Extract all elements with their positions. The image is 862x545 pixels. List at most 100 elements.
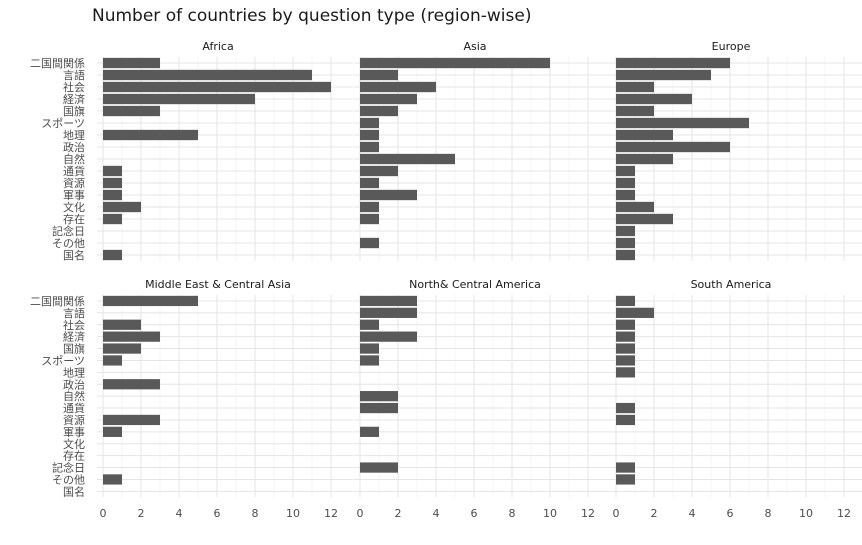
x-tick-label: 12 — [837, 507, 851, 520]
bar — [103, 105, 160, 117]
y-tick-label: 社会 — [63, 318, 85, 332]
bar — [360, 343, 379, 354]
bar — [360, 462, 398, 473]
bar — [616, 213, 673, 225]
x-tick-label: 10 — [543, 507, 557, 520]
y-tick-label: 経済 — [63, 92, 85, 106]
bar — [360, 355, 379, 366]
x-tick-label: 8 — [252, 507, 259, 520]
x-tick-label: 12 — [324, 507, 338, 520]
bar — [616, 331, 635, 342]
bar — [103, 249, 122, 261]
bar — [103, 165, 122, 177]
chart-title: Number of countries by question type (re… — [92, 6, 532, 26]
bar — [103, 177, 122, 189]
bar — [616, 141, 730, 153]
bar — [616, 402, 635, 414]
y-tick-label: 存在 — [63, 449, 85, 463]
bar — [360, 319, 379, 330]
y-tick-label: 存在 — [63, 212, 85, 226]
y-tick-label: 社会 — [63, 80, 85, 94]
bar — [616, 81, 654, 93]
bar — [103, 189, 122, 201]
x-tick-label: 2 — [651, 507, 658, 520]
bar — [103, 331, 160, 342]
bar — [103, 69, 312, 81]
y-tick-label: 資源 — [63, 176, 85, 190]
bar — [616, 343, 635, 354]
bar — [360, 391, 398, 402]
bar — [616, 237, 635, 249]
facet-label: Asia — [463, 40, 486, 53]
bar — [103, 81, 331, 93]
bar — [616, 129, 673, 141]
y-tick-label: 資源 — [63, 413, 85, 427]
x-tick-label: 10 — [286, 507, 300, 520]
bar — [616, 474, 635, 485]
x-tick-label: 6 — [471, 507, 478, 520]
bar — [103, 319, 141, 330]
y-tick-label: 地理 — [63, 129, 85, 142]
bar — [103, 474, 122, 485]
y-tick-label: 政治 — [63, 140, 85, 154]
bar — [360, 141, 379, 153]
bar — [103, 414, 160, 426]
bar — [616, 225, 635, 237]
bar — [360, 105, 398, 117]
x-tick-label: 0 — [357, 507, 364, 520]
y-tick-label: 政治 — [63, 377, 85, 391]
bar — [103, 355, 122, 366]
y-tick-label: 二国間関係 — [30, 295, 85, 308]
y-tick-label: その他 — [52, 237, 85, 250]
bar — [616, 295, 635, 307]
bar — [616, 414, 635, 426]
bar — [103, 201, 141, 213]
x-tick-label: 8 — [765, 507, 772, 520]
y-tick-label: 国名 — [63, 484, 85, 498]
bar — [360, 402, 398, 414]
x-tick-label: 4 — [689, 507, 696, 520]
bar — [616, 57, 730, 69]
bar — [360, 69, 398, 81]
bar — [360, 307, 417, 318]
bar — [360, 189, 417, 201]
y-tick-label: 軍事 — [63, 189, 85, 202]
bar — [360, 57, 550, 69]
x-tick-label: 6 — [214, 507, 221, 520]
y-tick-label: スポーツ — [41, 117, 85, 130]
bar — [616, 93, 692, 105]
bar — [103, 93, 255, 105]
y-tick-label: 記念日 — [52, 461, 85, 475]
bar — [360, 117, 379, 129]
bar — [103, 129, 198, 141]
facet-label: Europe — [712, 40, 751, 53]
facet-label: South America — [691, 278, 772, 291]
y-tick-label: 国旗 — [63, 104, 85, 118]
bar — [360, 295, 417, 307]
y-tick-label: 記念日 — [52, 224, 85, 238]
x-tick-label: 6 — [727, 507, 734, 520]
bar — [360, 93, 417, 105]
bar — [616, 69, 711, 81]
bar — [103, 213, 122, 225]
bar — [360, 201, 379, 213]
bar — [616, 117, 749, 129]
y-tick-label: 経済 — [63, 330, 85, 344]
y-tick-label: 通貨 — [63, 164, 85, 178]
x-tick-label: 4 — [433, 507, 440, 520]
x-tick-label: 4 — [176, 507, 183, 520]
bar — [103, 57, 160, 69]
y-tick-label: スポーツ — [41, 354, 85, 367]
bar — [360, 426, 379, 437]
x-tick-label: 8 — [509, 507, 516, 520]
bar — [616, 367, 635, 378]
y-tick-label: 通貨 — [63, 401, 85, 415]
y-tick-label: 文化 — [63, 200, 85, 214]
facet-label: North& Central America — [409, 278, 541, 291]
bar — [616, 201, 654, 213]
bar — [360, 213, 379, 225]
bar — [616, 307, 654, 318]
bar — [360, 331, 417, 342]
bar — [103, 379, 160, 390]
